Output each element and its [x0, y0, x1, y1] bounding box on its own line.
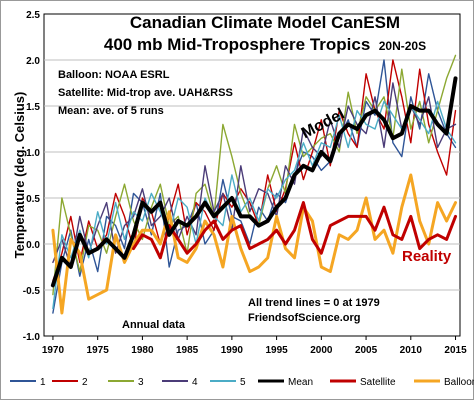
legend-label-5: 5: [240, 377, 246, 388]
legend-label-3: 3: [138, 377, 144, 388]
x-tick-label: 2015: [444, 345, 467, 356]
chart-subtitle: 400 mb Mid-Troposphere Tropics 20N-20S: [104, 35, 426, 54]
legend-label-4: 4: [192, 377, 198, 388]
series-line-balloon: [51, 173, 457, 315]
x-tick-label: 1970: [42, 345, 65, 356]
y-tick-label: 0.0: [26, 240, 40, 251]
annual-data-note: Annual data: [122, 319, 186, 331]
legend-label-satellite: Satellite: [360, 377, 396, 388]
x-tick-label: 2000: [310, 345, 333, 356]
x-tick-label: 1995: [265, 345, 288, 356]
axis-ticks: -1.0 -0.5 0.0 0.5 1.0 1.5 2.0 2.5 1970 1975 1980 19…: [23, 10, 467, 356]
series-line-4: [52, 82, 457, 268]
legend-label-mean: Mean: [288, 377, 313, 388]
y-axis-label: Temperature (deg. Celsius): [12, 92, 27, 259]
legend-label-2: 2: [82, 377, 88, 388]
x-tick-label: 1990: [221, 345, 244, 356]
x-tick-label: 2005: [355, 345, 378, 356]
x-tick-label: 1975: [87, 345, 110, 356]
chart-title: Canadian Climate Model CanESM: [130, 13, 400, 32]
y-tick-label: 0.5: [26, 194, 40, 205]
y-tick-label: 1.0: [26, 148, 40, 159]
series-lines: [50, 54, 458, 315]
x-tick-label: 1985: [176, 345, 199, 356]
note-balloon-source: Balloon: NOAA ESRL: [58, 69, 170, 81]
x-tick-label: 2010: [400, 345, 423, 356]
legend-label-1: 1: [40, 377, 46, 388]
series-line-satellite: [132, 201, 457, 260]
plot-area: [43, 13, 461, 337]
series-line-1: [52, 59, 457, 314]
source-note: FriendsofScience.org: [248, 312, 360, 324]
series-line-5: [52, 100, 457, 310]
note-satellite-source: Satellite: Mid-trop ave. UAH&RSS: [58, 87, 233, 99]
trend-note: All trend lines = 0 at 1979: [248, 297, 380, 309]
legend-label-balloon: Balloon: [444, 377, 474, 388]
y-tick-label: 2.5: [26, 10, 40, 21]
note-mean-definition: Mean: ave. of 5 runs: [58, 105, 164, 117]
reality-label: Reality: [402, 248, 452, 265]
y-tick-label: -1.0: [23, 332, 41, 343]
legend: 1 2 3 4 5 Mean Satellite Balloon: [10, 377, 474, 388]
series-line-2: [52, 59, 457, 282]
y-tick-label: 2.0: [26, 56, 40, 67]
y-tick-label: 1.5: [26, 102, 40, 113]
y-tick-label: -0.5: [23, 286, 41, 297]
series-line-mean: [50, 76, 458, 288]
x-tick-label: 1980: [131, 345, 154, 356]
